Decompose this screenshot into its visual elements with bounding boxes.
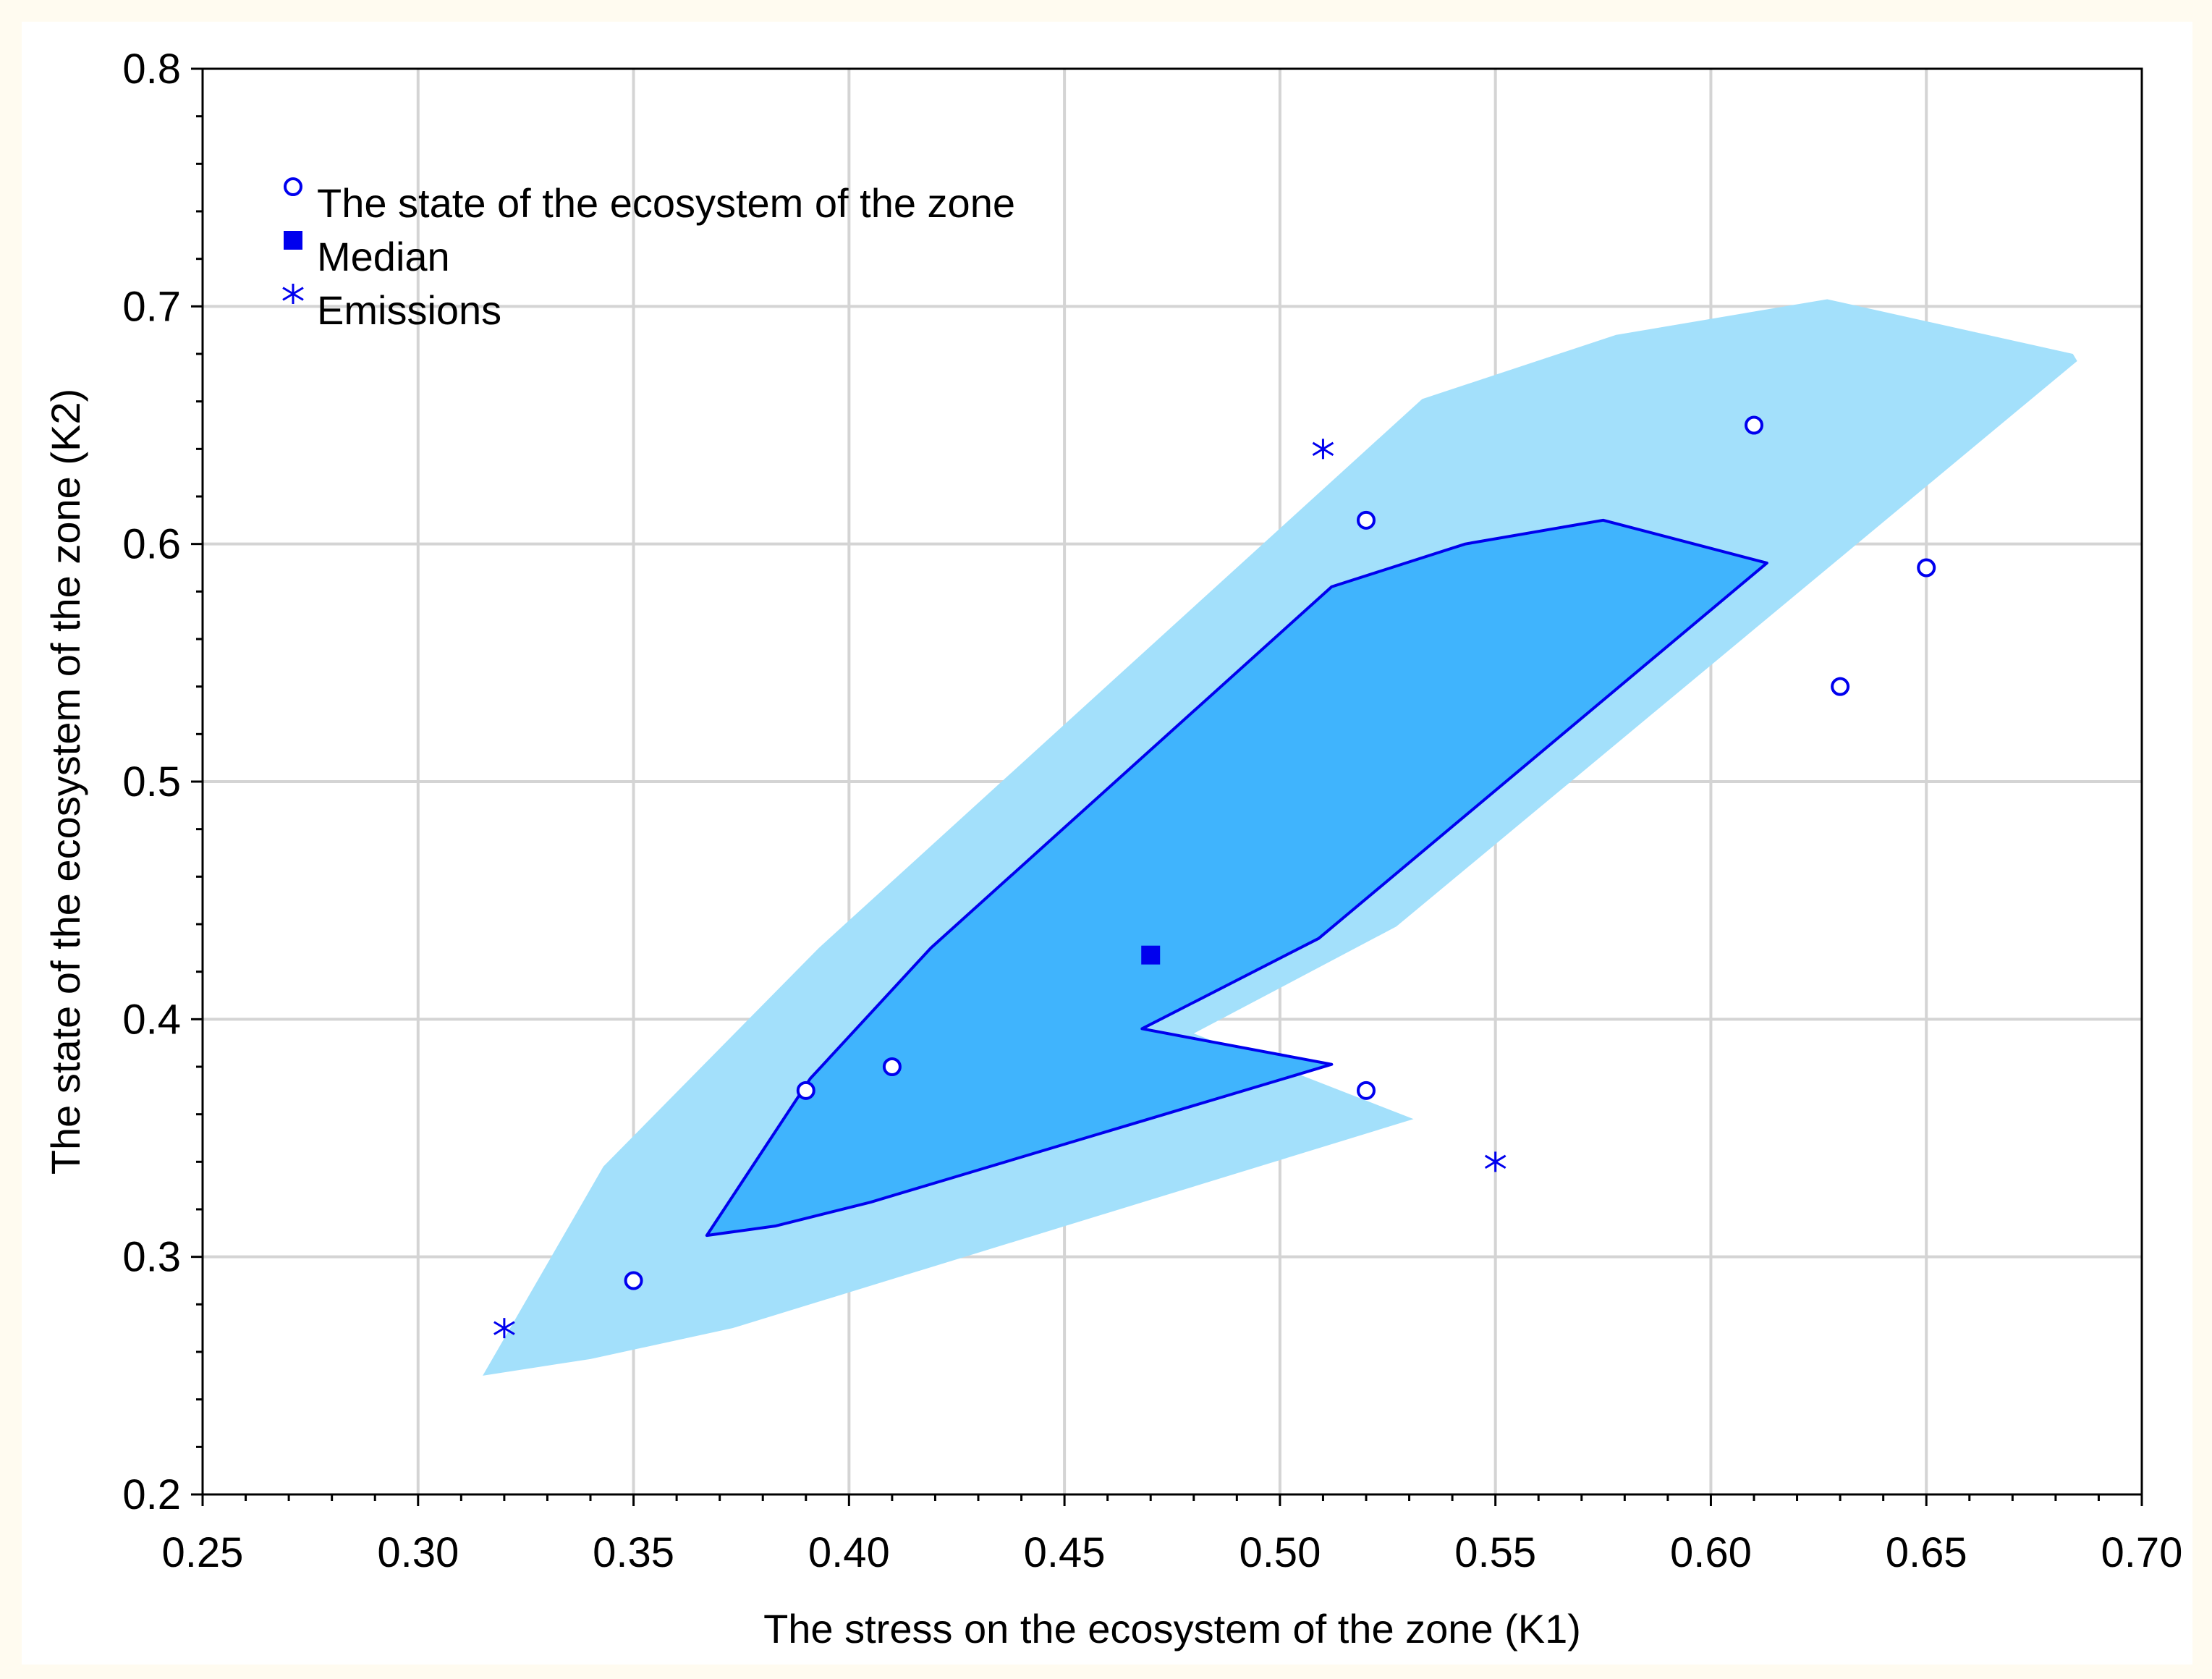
emissions-point <box>1484 1151 1507 1172</box>
legend-marker-emissions <box>282 284 304 304</box>
axis-ticks: 0.25 0.30 0.35 0.40 0.45 0.50 0.55 0.60 0.65 0.70… <box>122 46 2182 1576</box>
the-state-of-the-ecosystem-of-the-zone-point <box>1357 1080 1376 1100</box>
x-axis-label: The stress on the ecosystem of the zone … <box>763 1606 1581 1651</box>
inner-envelope-region <box>705 518 1768 1238</box>
y-tick-label: 0.8 <box>122 46 181 93</box>
x-tick-label: 0.40 <box>808 1529 890 1576</box>
x-tick-label: 0.60 <box>1670 1529 1752 1576</box>
y-tick-label: 0.7 <box>122 283 181 330</box>
x-tick-label: 0.25 <box>162 1529 244 1576</box>
the-state-of-the-ecosystem-of-the-zone-point <box>882 1057 902 1076</box>
the-state-of-the-ecosystem-of-the-zone-point <box>1917 558 1936 578</box>
y-tick-label: 0.3 <box>122 1234 181 1281</box>
the-state-of-the-ecosystem-of-the-zone-point <box>796 1080 815 1100</box>
y-axis-label: The state of the ecosystem of the zone (… <box>43 389 88 1175</box>
legend-label-emissions: Emissions <box>317 287 501 333</box>
legend: The state of the ecosystem of the zone Me… <box>282 177 1015 333</box>
x-tick-label: 0.55 <box>1454 1529 1536 1576</box>
legend-label-the-state-of-the-ecosystem-of-the-zone: The state of the ecosystem of the zone <box>317 180 1015 226</box>
the-state-of-the-ecosystem-of-the-zone-point <box>1745 415 1763 435</box>
emissions-point <box>1312 439 1334 460</box>
legend-label-median: Median <box>317 234 450 279</box>
legend-marker-the-state-of-the-ecosystem-of-the-zone <box>284 177 302 196</box>
asterisk-stroke <box>493 1321 515 1335</box>
asterisk-stroke <box>282 287 304 301</box>
x-tick-label: 0.30 <box>377 1529 459 1576</box>
asterisk-stroke <box>1484 1154 1507 1170</box>
y-tick-label: 0.4 <box>122 996 181 1043</box>
emissions-point <box>493 1318 515 1339</box>
x-tick-label: 0.50 <box>1239 1529 1321 1576</box>
the-state-of-the-ecosystem-of-the-zone-point <box>1357 510 1376 530</box>
y-tick-label: 0.2 <box>122 1471 181 1518</box>
x-tick-label: 0.70 <box>2101 1529 2183 1576</box>
y-tick-label: 0.6 <box>122 521 181 568</box>
x-tick-label: 0.35 <box>593 1529 674 1576</box>
median-point <box>1141 945 1161 965</box>
the-state-of-the-ecosystem-of-the-zone-point <box>1831 677 1850 696</box>
envelope-regions <box>483 299 2077 1376</box>
legend-marker-median <box>284 231 302 250</box>
the-state-of-the-ecosystem-of-the-zone-point <box>624 1271 643 1290</box>
data-points <box>493 415 1936 1339</box>
asterisk-stroke <box>1312 441 1334 457</box>
x-tick-label: 0.65 <box>1886 1529 1967 1576</box>
y-tick-label: 0.5 <box>122 758 181 805</box>
x-tick-label: 0.45 <box>1024 1529 1106 1576</box>
